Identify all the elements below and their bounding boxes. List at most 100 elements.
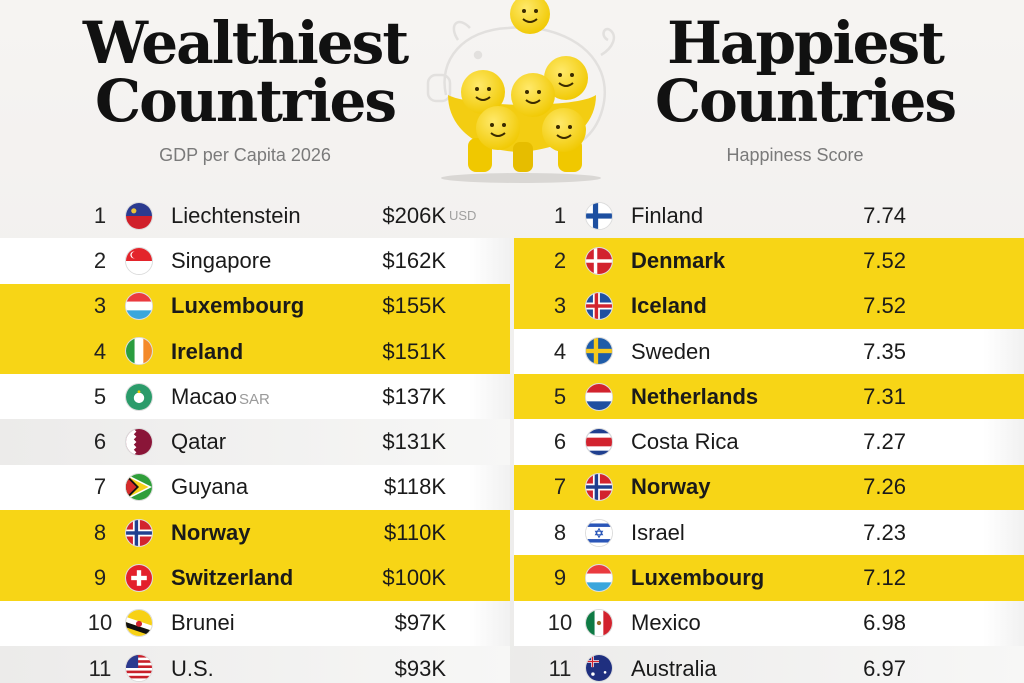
country-label: Qatar <box>171 429 227 455</box>
country-name: Switzerland <box>171 565 293 591</box>
country-label: Liechtenstein <box>171 202 301 228</box>
gdp-value: $137K <box>382 383 446 409</box>
country-label: Sweden <box>631 338 711 364</box>
happiness-subtitle: Happiness Score <box>726 145 864 165</box>
country-label: Iceland <box>631 293 707 319</box>
happiest-title: Happiest Countries <box>620 14 990 130</box>
happiness-value: 7.27 <box>863 429 906 455</box>
country-name: Norway <box>631 474 710 500</box>
rank: 3 <box>553 293 567 319</box>
table-row: 11 U.S. $93K <box>0 645 510 683</box>
country-label: Luxembourg <box>631 565 765 591</box>
smiley-coin <box>510 0 550 34</box>
happiness-value: 7.52 <box>863 293 906 319</box>
table-row: 1 Finland 7.74 <box>514 193 1024 238</box>
macao-flag-icon <box>125 382 153 411</box>
table-row: 7 Norway 7.26 <box>514 464 1024 511</box>
gdp-value: $93K <box>394 655 446 681</box>
country-label: Switzerland <box>171 565 294 591</box>
happiness-value: 7.52 <box>863 247 906 273</box>
gdp-value: $118K <box>384 474 446 500</box>
table-row: 7 Guyana $118K <box>0 464 510 511</box>
title-line: Countries <box>94 67 397 135</box>
country-name: Singapore <box>171 248 271 274</box>
country-name: Australia <box>631 656 717 682</box>
norway-flag-icon <box>125 518 153 547</box>
happiest-table: 1 Finland 7.74 2 Denmark 7.52 3 Iceland … <box>514 193 1024 683</box>
country-name: Luxembourg <box>171 293 304 319</box>
table-row: 9 Luxembourg 7.12 <box>514 555 1024 601</box>
title-line: Countries <box>654 67 957 135</box>
gdp-subtitle: GDP per Capita 2026 <box>159 145 331 165</box>
rank: 5 <box>553 383 567 409</box>
rank: 5 <box>93 383 107 409</box>
smiley-coin <box>511 73 555 117</box>
country-name: Mexico <box>631 610 701 636</box>
rank: 7 <box>553 474 567 500</box>
country-name: Guyana <box>171 474 248 500</box>
table-row: 10 Mexico 6.98 <box>514 600 1024 646</box>
happiness-value: 7.12 <box>863 565 906 591</box>
smiley-coin <box>476 106 520 150</box>
title-line: Wealthiest <box>82 9 409 77</box>
rank: 2 <box>93 247 107 273</box>
country-name: Ireland <box>171 339 243 365</box>
table-row: 4 Sweden 7.35 <box>514 328 1024 375</box>
ireland-flag-icon <box>125 337 153 366</box>
country-name: Luxembourg <box>631 565 764 591</box>
netherlands-flag-icon <box>585 382 613 411</box>
denmark-flag-icon <box>585 246 613 275</box>
table-row: 9 Switzerland $100K <box>0 555 510 601</box>
country-label: Denmark <box>631 247 726 273</box>
happiness-value: 6.98 <box>863 610 906 636</box>
country-name: Netherlands <box>631 384 758 410</box>
table-row: 2 Denmark 7.52 <box>514 238 1024 284</box>
rank: 9 <box>93 565 107 591</box>
country-name: Israel <box>631 520 685 546</box>
table-row: 3 Iceland 7.52 <box>514 283 1024 329</box>
country-name: Liechtenstein <box>171 203 301 229</box>
country-name: U.S. <box>171 656 214 682</box>
gdp-value: $206K <box>382 202 446 228</box>
country-label: Costa Rica <box>631 429 739 455</box>
iceland-flag-icon <box>585 292 613 321</box>
country-label: Macao <box>171 383 238 409</box>
piggy-leg <box>468 138 492 172</box>
rank: 8 <box>553 519 567 545</box>
switzerland-flag-icon <box>125 563 153 592</box>
country-label: Mexico <box>631 610 701 636</box>
luxembourg-flag-icon <box>125 292 153 321</box>
country-label: Finland <box>631 202 704 228</box>
piggy-shadow <box>441 173 601 183</box>
table-row: 10 Brunei $97K <box>0 600 510 646</box>
table-row: 8 Norway $110K <box>0 510 510 556</box>
gdp-value: $131K <box>382 429 446 455</box>
rank: 7 <box>93 474 107 500</box>
happiness-value: 7.35 <box>863 338 906 364</box>
us-flag-icon <box>125 654 153 683</box>
usd-unit-label: USD <box>449 208 477 224</box>
piggy-leg <box>513 142 533 172</box>
gdp-value: $97K <box>394 610 446 636</box>
piggy-bank-icon <box>426 0 616 183</box>
table-row: 1 Liechtenstein $206K USD <box>0 193 510 238</box>
country-label: Australia <box>631 655 717 681</box>
table-row: 2 Singapore $162K <box>0 238 510 284</box>
rank: 6 <box>553 429 567 455</box>
country-label: Luxembourg <box>171 293 305 319</box>
rank: 9 <box>553 565 567 591</box>
country-label: Singapore <box>171 247 272 273</box>
country-name: Qatar <box>171 429 226 455</box>
israel-flag-icon <box>585 518 613 547</box>
gdp-value: $100K <box>382 565 446 591</box>
table-row: 11 Australia 6.97 <box>514 645 1024 683</box>
costa-rica-flag-icon <box>585 427 613 456</box>
country-label: Norway <box>171 519 251 545</box>
country-label: Norway <box>631 474 711 500</box>
smiley-coin <box>544 56 588 100</box>
smiley-coin <box>542 108 586 152</box>
table-row: 6 Qatar $131K <box>0 419 510 465</box>
country-name: Iceland <box>631 293 707 319</box>
sweden-flag-icon <box>585 337 613 366</box>
rank: 3 <box>93 293 107 319</box>
